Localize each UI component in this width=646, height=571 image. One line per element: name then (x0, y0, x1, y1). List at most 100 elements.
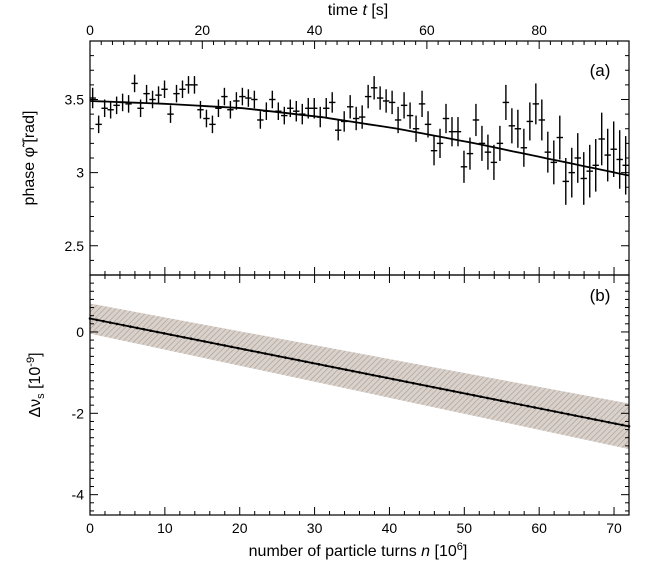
panel-a-top-ticks: 0 20 40 60 80 (86, 22, 630, 49)
data-point (478, 125, 486, 161)
data-point (89, 87, 96, 109)
line-marker (445, 388, 449, 392)
line-marker (337, 367, 341, 370)
line-marker (479, 395, 483, 398)
line-marker (486, 396, 489, 400)
top-tick-label: 20 (195, 22, 211, 38)
line-marker (519, 403, 523, 407)
line-marker (122, 323, 125, 327)
data-point (239, 87, 246, 106)
panel-a: 2.5 3 3.5 0 20 40 60 80 (a) phase φ̃ [rad] tim… (21, 2, 630, 276)
data-point (346, 95, 354, 119)
data-point (275, 102, 282, 120)
line-marker (243, 348, 247, 351)
data-point (574, 133, 581, 183)
line-marker (250, 349, 253, 353)
line-marker (546, 408, 550, 412)
data-point (221, 87, 228, 106)
line-marker (257, 350, 260, 354)
data-point (95, 115, 102, 134)
line-marker (129, 325, 132, 328)
data-point (149, 90, 156, 109)
data-point (215, 99, 222, 118)
data-point (131, 74, 138, 93)
x-tick-label: 0 (86, 520, 94, 536)
data-point (143, 84, 150, 103)
panel-b-label: (b) (590, 286, 611, 305)
data-point (472, 103, 480, 137)
data-point (424, 111, 432, 138)
data-point (400, 92, 408, 119)
panel-b-x-ticks: 0 10 20 30 40 50 60 70 (86, 275, 630, 536)
top-axis-title: time t [s] (328, 2, 388, 19)
data-point (263, 102, 270, 120)
data-point (604, 128, 611, 182)
data-point (466, 137, 474, 170)
line-marker (284, 356, 287, 359)
line-marker (270, 353, 274, 357)
line-marker (351, 369, 355, 373)
y-tick-label: 2.5 (65, 238, 85, 254)
data-point (568, 147, 575, 198)
x-tick-label: 70 (606, 520, 622, 536)
panel-a-y-ticks: 2.5 3 3.5 (65, 55, 629, 261)
x-tick-label: 60 (531, 520, 547, 536)
line-marker (88, 317, 92, 320)
y-tick-label: 3.5 (65, 92, 85, 108)
panel-b-y-axis-label: Δνs [10-9] (25, 352, 47, 417)
line-marker (533, 406, 536, 409)
top-tick-label: 80 (531, 22, 547, 38)
line-marker (176, 334, 179, 338)
line-marker (526, 404, 530, 408)
line-marker (560, 411, 563, 415)
data-point (203, 109, 210, 128)
line-marker (317, 363, 321, 366)
data-point (137, 99, 144, 118)
line-marker (492, 398, 496, 401)
line-marker (452, 389, 456, 393)
data-point (251, 90, 258, 109)
line-marker (277, 354, 280, 358)
data-point (125, 95, 132, 113)
data-point (610, 121, 617, 178)
line-marker (230, 345, 233, 349)
line-marker (216, 342, 220, 346)
data-point (412, 115, 420, 142)
line-marker (196, 338, 200, 342)
data-point (526, 102, 534, 141)
data-point (245, 89, 252, 107)
line-marker (108, 321, 112, 324)
line-marker (607, 420, 611, 424)
line-marker (425, 384, 429, 388)
line-marker (115, 322, 119, 326)
data-point (376, 86, 384, 110)
line-marker (311, 361, 314, 365)
line-marker (189, 337, 193, 341)
line-marker (567, 412, 570, 416)
line-marker (378, 375, 382, 378)
data-point (293, 100, 300, 122)
line-marker (385, 376, 388, 380)
line-marker (95, 318, 99, 322)
line-marker (614, 422, 617, 425)
line-marker (398, 379, 402, 382)
panel-a-fit-curve (89, 100, 630, 177)
data-point (329, 92, 336, 113)
data-point (161, 80, 168, 99)
y-tick-label: 3 (76, 165, 84, 181)
data-point (406, 102, 414, 129)
data-point (430, 136, 438, 166)
line-marker (183, 336, 186, 339)
line-marker (439, 387, 442, 390)
line-marker (620, 423, 624, 427)
panel-a-label: (a) (590, 61, 611, 80)
data-point (532, 83, 540, 125)
line-marker (156, 330, 159, 334)
line-marker (162, 332, 166, 335)
line-marker (236, 346, 240, 350)
data-point (364, 84, 372, 109)
y-tick-label: -4 (72, 487, 85, 503)
line-marker (290, 357, 294, 361)
data-point (496, 125, 504, 161)
data-point (185, 76, 192, 94)
